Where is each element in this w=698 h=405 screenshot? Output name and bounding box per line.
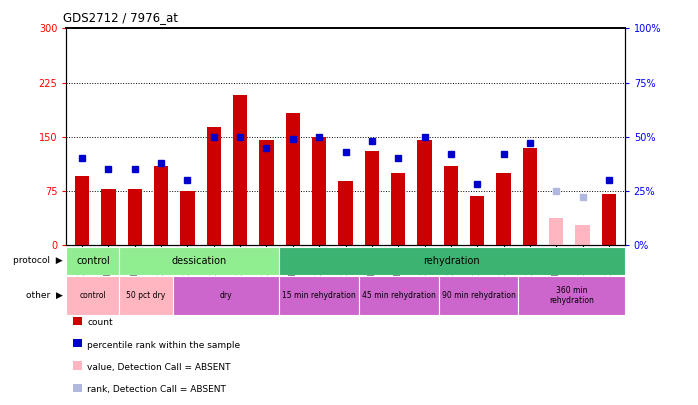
Bar bbox=[285, 113, 300, 245]
Bar bbox=[359, 276, 438, 315]
Bar bbox=[279, 247, 625, 275]
Text: 360 min
rehydration: 360 min rehydration bbox=[549, 286, 594, 305]
Bar bbox=[259, 140, 274, 245]
Text: count: count bbox=[87, 318, 113, 327]
Bar bbox=[66, 276, 119, 315]
Text: dry: dry bbox=[220, 291, 232, 300]
Bar bbox=[438, 276, 519, 315]
Bar bbox=[312, 136, 327, 245]
Bar bbox=[233, 95, 247, 245]
Bar bbox=[364, 151, 379, 245]
Bar bbox=[549, 217, 563, 245]
Bar bbox=[602, 194, 616, 245]
Text: percentile rank within the sample: percentile rank within the sample bbox=[87, 341, 240, 350]
Bar bbox=[154, 166, 168, 245]
Bar bbox=[119, 247, 279, 275]
Text: protocol  ▶: protocol ▶ bbox=[13, 256, 63, 265]
Bar bbox=[575, 225, 590, 245]
Bar bbox=[523, 147, 537, 245]
Bar bbox=[180, 191, 195, 245]
Text: rank, Detection Call = ABSENT: rank, Detection Call = ABSENT bbox=[87, 385, 226, 394]
Bar bbox=[119, 276, 172, 315]
Text: dessication: dessication bbox=[172, 256, 227, 266]
Bar bbox=[66, 247, 119, 275]
Bar bbox=[279, 276, 359, 315]
Text: 45 min rehydration: 45 min rehydration bbox=[362, 291, 436, 300]
Bar bbox=[339, 181, 352, 245]
Bar bbox=[207, 127, 221, 245]
Bar bbox=[417, 140, 432, 245]
Text: 90 min rehydration: 90 min rehydration bbox=[442, 291, 515, 300]
Bar bbox=[75, 177, 89, 245]
Text: 15 min rehydration: 15 min rehydration bbox=[282, 291, 356, 300]
Bar bbox=[444, 166, 458, 245]
Text: control: control bbox=[76, 256, 110, 266]
Bar bbox=[519, 276, 625, 315]
Bar bbox=[101, 189, 116, 245]
Text: other  ▶: other ▶ bbox=[26, 291, 63, 300]
Bar bbox=[128, 189, 142, 245]
Text: value, Detection Call = ABSENT: value, Detection Call = ABSENT bbox=[87, 363, 231, 372]
Bar bbox=[391, 173, 406, 245]
Text: GDS2712 / 7976_at: GDS2712 / 7976_at bbox=[63, 11, 178, 24]
Bar bbox=[496, 173, 511, 245]
Text: rehydration: rehydration bbox=[424, 256, 480, 266]
Text: 50 pct dry: 50 pct dry bbox=[126, 291, 165, 300]
Bar bbox=[470, 196, 484, 245]
Text: control: control bbox=[80, 291, 106, 300]
Bar bbox=[172, 276, 279, 315]
